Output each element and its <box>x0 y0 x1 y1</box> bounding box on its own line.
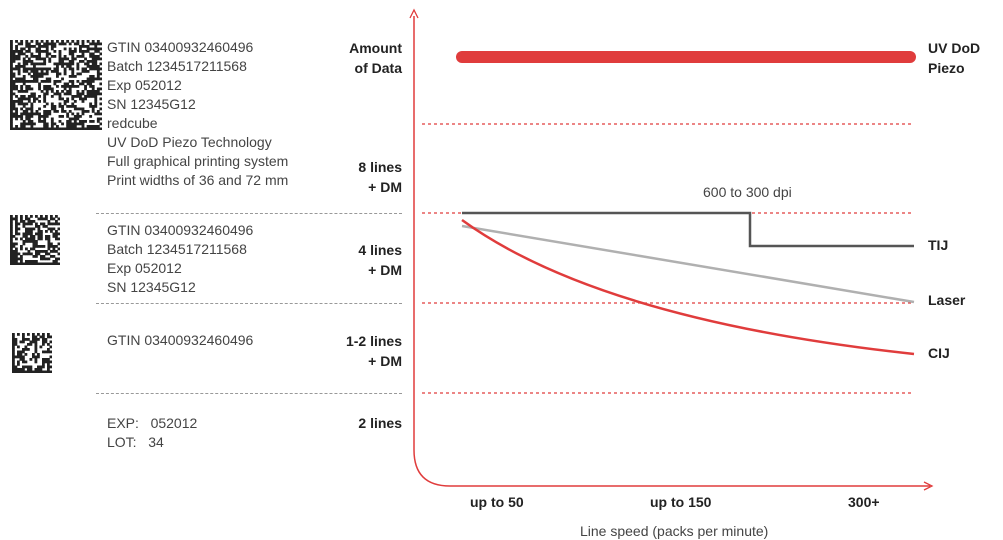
info-block-4-lines: GTIN 03400932460496 Batch 1234517211568 Ex… <box>107 221 253 297</box>
laser-line <box>461 224 915 304</box>
info-line: GTIN 03400932460496 <box>107 222 254 238</box>
tier-label-2-lines: 2 lines <box>358 413 402 433</box>
info-block-1-2-lines: GTIN 03400932460496 <box>107 331 253 350</box>
amount-heading-line: Amount <box>349 40 402 56</box>
info-line: redcube <box>107 115 158 131</box>
info-line: SN 12345G12 <box>107 96 196 112</box>
label-tij: TIJ <box>928 237 949 253</box>
info-line: Batch 1234517211568 <box>107 241 247 257</box>
tier-label-line: 4 lines <box>358 242 402 258</box>
info-line: LOT: 34 <box>107 434 164 450</box>
tier-label-line: 8 lines <box>358 159 402 175</box>
x-axis-arrow-icon <box>923 481 934 491</box>
axis-corner <box>413 449 451 487</box>
x-axis-label: Line speed (packs per minute) <box>580 523 769 539</box>
dpi-annotation: 600 to 300 dpi <box>703 184 792 200</box>
x-tick-label: up to 150 <box>650 494 712 510</box>
tier-label-8-lines: 8 lines + DM <box>358 157 402 197</box>
x-tick-label: 300+ <box>848 494 880 510</box>
cij-line <box>461 218 915 356</box>
data-matrix-code-large <box>10 40 103 131</box>
info-line: SN 12345G12 <box>107 279 196 295</box>
info-block-8-lines: GTIN 03400932460496 Batch 1234517211568 Ex… <box>107 38 288 190</box>
info-line: GTIN 03400932460496 <box>107 39 254 55</box>
data-matrix-code-medium <box>10 215 61 266</box>
info-line: UV DoD Piezo Technology <box>107 134 272 150</box>
separator-left <box>96 213 402 214</box>
amount-of-data-heading: Amount of Data <box>349 38 402 78</box>
info-line: Exp 052012 <box>107 260 182 276</box>
separator-left <box>96 393 402 394</box>
tier-label-line: 1-2 lines <box>345 333 402 349</box>
x-tick-label: up to 50 <box>470 494 524 510</box>
info-line: Exp 052012 <box>107 77 182 93</box>
label-line: UV DoD <box>928 40 981 56</box>
tier-label-line: 2 lines <box>358 415 402 431</box>
info-line: Full graphical printing system <box>107 153 289 169</box>
info-line: Batch 1234517211568 <box>107 58 247 74</box>
separator-left <box>96 303 402 304</box>
data-matrix-code-small <box>12 333 53 374</box>
tier-label-line: + DM <box>368 262 402 278</box>
info-line: EXP: 052012 <box>107 415 198 431</box>
amount-heading-line: of Data <box>354 60 402 76</box>
info-block-2-lines: EXP: 052012 LOT: 34 <box>107 414 197 452</box>
tier-label-4-lines: 4 lines + DM <box>358 240 402 280</box>
tier-label-1-2-lines: 1-2 lines + DM <box>346 331 402 371</box>
label-uv-dod-piezo: UV DoD Piezo <box>928 38 980 78</box>
tier-label-line: + DM <box>368 353 402 369</box>
y-axis-arrow-icon <box>409 8 419 19</box>
label-cij: CIJ <box>928 345 950 361</box>
label-laser: Laser <box>928 292 966 308</box>
info-line: GTIN 03400932460496 <box>107 332 254 348</box>
tier-label-line: + DM <box>368 179 402 195</box>
info-line: Print widths of 36 and 72 mm <box>107 172 289 188</box>
label-line: Piezo <box>928 60 965 76</box>
tij-line <box>462 211 914 248</box>
